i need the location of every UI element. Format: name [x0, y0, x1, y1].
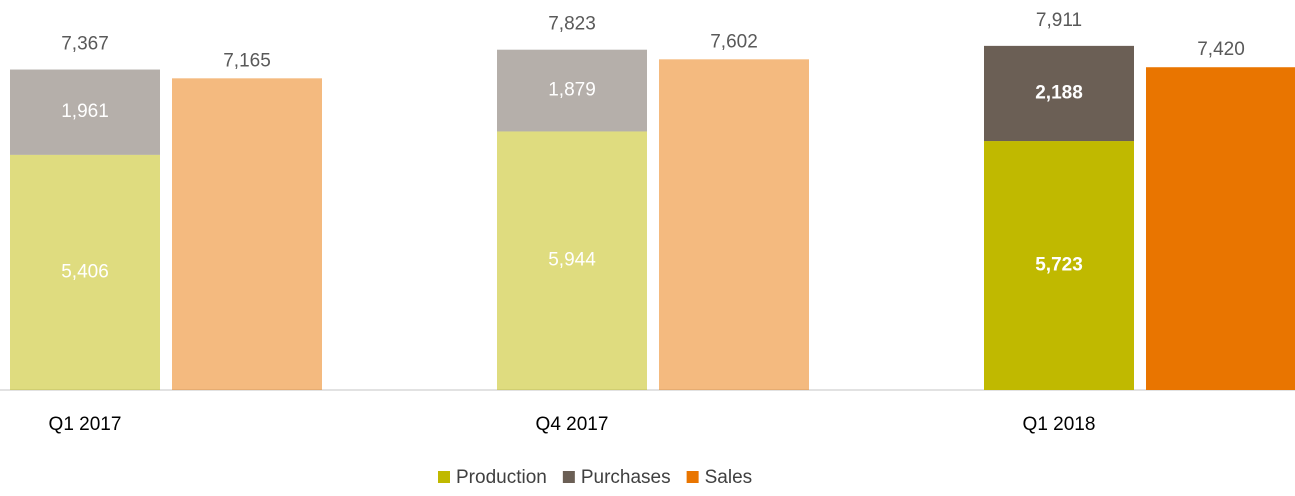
data-label: 5,723 [1035, 255, 1083, 276]
x-tick-label: Q1 2018 [1023, 414, 1096, 435]
data-label: 1,961 [61, 101, 109, 122]
data-label: 7,602 [710, 31, 758, 52]
bar [172, 78, 322, 390]
legend-label: Production [456, 467, 547, 488]
total-label: 7,823 [548, 14, 596, 35]
bar [1146, 67, 1295, 390]
bar [984, 141, 1134, 390]
legend-swatch [438, 471, 450, 483]
data-label: 2,188 [1035, 82, 1083, 103]
data-label: 5,406 [61, 261, 109, 282]
bar [984, 45, 1134, 142]
legend-swatch [562, 471, 575, 483]
legend-label: Purchases [581, 467, 671, 488]
legend-label: Sales [705, 467, 753, 488]
bar [10, 69, 160, 155]
data-label: 7,165 [223, 50, 271, 71]
bar [659, 59, 809, 391]
bar [497, 131, 647, 390]
data-label: 7,420 [1197, 39, 1245, 60]
data-label: 5,944 [548, 250, 596, 271]
x-tick-label: Q1 2017 [49, 414, 122, 435]
total-label: 7,911 [1036, 10, 1082, 31]
total-label: 7,367 [61, 34, 109, 55]
x-tick-label: Q4 2017 [536, 414, 609, 435]
data-label: 1,879 [548, 80, 596, 101]
legend-swatch [686, 471, 699, 483]
bar [497, 49, 647, 132]
bar [10, 154, 160, 390]
